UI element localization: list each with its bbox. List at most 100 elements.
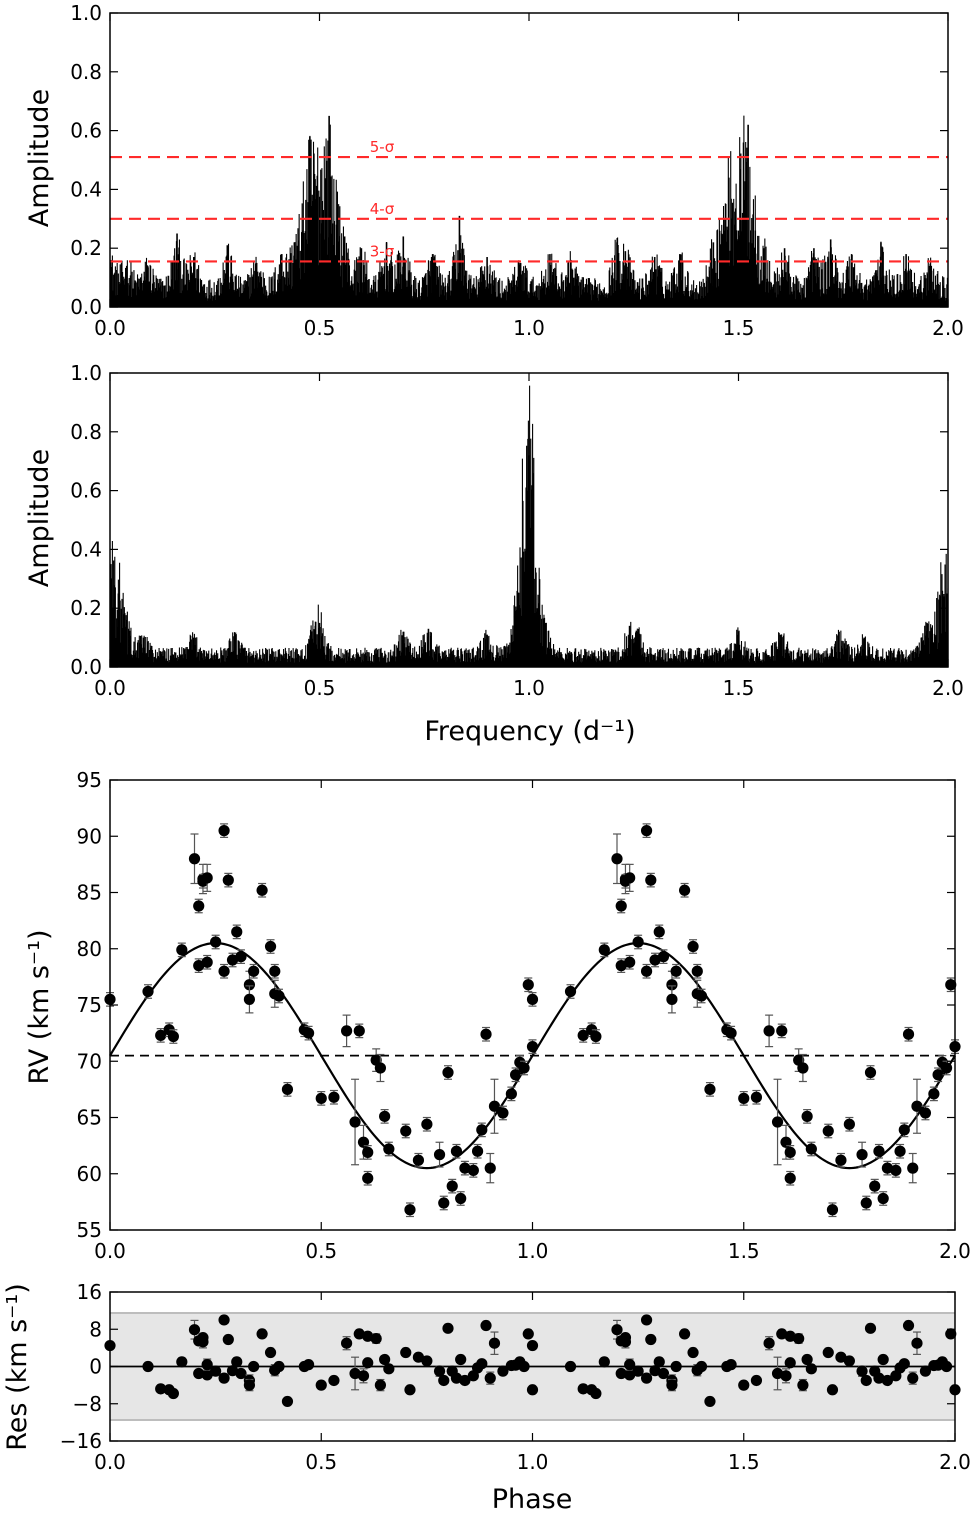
data-point — [843, 1355, 855, 1367]
data-point — [564, 1360, 577, 1373]
y-tick-label: 0.0 — [70, 655, 102, 679]
data-point — [193, 1367, 205, 1380]
data-point — [231, 926, 243, 938]
data-point — [590, 1387, 602, 1400]
data-point — [362, 1172, 374, 1184]
data-point — [624, 1369, 636, 1381]
data-point — [826, 1204, 839, 1216]
data-point — [341, 1337, 353, 1349]
data-point — [471, 1145, 484, 1157]
data-point — [328, 1091, 340, 1103]
residuals-panel: 0.0 0.5 1.0 1.5 2.0 −16 −8 0 8 16 — [60, 1280, 971, 1474]
data-point — [856, 1149, 868, 1161]
data-point — [750, 1091, 763, 1103]
x-tick-label: 0.0 — [94, 316, 126, 340]
y-tick-label: 75 — [77, 993, 102, 1017]
y-tick-label: 8 — [89, 1317, 102, 1341]
y-tick-label: 0.0 — [70, 295, 102, 319]
data-point — [864, 1322, 877, 1334]
data-point — [273, 990, 285, 1002]
data-point — [488, 1100, 501, 1112]
data-point — [940, 1360, 953, 1373]
data-point — [919, 1365, 932, 1377]
data-point — [167, 1030, 179, 1043]
data-point — [750, 1374, 763, 1387]
data-point — [919, 1107, 932, 1119]
data-point — [226, 1365, 239, 1377]
data-point — [860, 1197, 872, 1209]
data-point — [640, 1314, 653, 1326]
data-point — [476, 1124, 488, 1136]
data-point — [691, 965, 703, 977]
rv-ylabel: RV (km s⁻¹) — [24, 929, 55, 1084]
data-point — [564, 985, 577, 998]
y-tick-label: 16 — [77, 1280, 102, 1304]
data-point — [670, 965, 682, 977]
data-point — [763, 1337, 775, 1349]
data-point — [218, 965, 230, 977]
data-point — [455, 1353, 467, 1366]
periodogram-noise — [110, 115, 948, 307]
data-point — [412, 1154, 425, 1166]
x-tick-label: 1.0 — [517, 1239, 549, 1263]
y-tick-label: 85 — [77, 881, 102, 905]
data-point — [932, 1069, 944, 1081]
y-tick-label: 1.0 — [70, 1, 102, 25]
data-point — [784, 1330, 796, 1342]
data-point — [835, 1154, 847, 1166]
data-point — [256, 884, 268, 896]
data-point — [379, 1110, 391, 1122]
data-point — [433, 1365, 446, 1377]
data-point — [860, 1374, 872, 1387]
x-tick-label: 0.5 — [304, 676, 336, 700]
rv-curve-panel: 0.0 0.5 1.0 1.5 2.0 55 60 65 70 75 80 85 90 95 — [77, 768, 971, 1263]
bottom-periodogram-xlabel: Frequency (d⁻¹) — [424, 716, 635, 747]
data-point — [940, 1062, 953, 1074]
y-tick-label: 90 — [77, 824, 102, 848]
data-point — [738, 1092, 750, 1104]
x-tick-label: 1.5 — [723, 676, 755, 700]
data-point — [632, 936, 644, 948]
data-point — [793, 1332, 805, 1345]
data-point — [222, 874, 234, 886]
data-point — [877, 1353, 889, 1366]
data-point — [843, 1118, 855, 1130]
data-point — [518, 1360, 530, 1373]
x-tick-label: 1.5 — [728, 1239, 760, 1263]
data-point — [226, 954, 239, 966]
data-point — [522, 979, 534, 991]
x-tick-label: 1.5 — [728, 1450, 760, 1474]
periodogram-noise — [110, 385, 948, 667]
data-point — [881, 1374, 894, 1387]
data-point — [281, 1083, 294, 1095]
data-point — [201, 1359, 213, 1371]
data-point — [518, 1062, 530, 1074]
data-point — [400, 1125, 412, 1137]
data-point — [864, 1066, 877, 1079]
data-point — [695, 1360, 708, 1373]
data-point — [704, 1083, 716, 1095]
data-point — [155, 1383, 167, 1395]
data-point — [264, 940, 277, 953]
data-point — [679, 884, 691, 896]
data-point — [349, 1116, 361, 1128]
data-point — [476, 1358, 488, 1370]
data-point — [632, 1365, 644, 1377]
data-point — [653, 926, 665, 938]
y-tick-label: 0.2 — [70, 596, 102, 620]
data-point — [670, 1360, 682, 1373]
data-point — [725, 1359, 737, 1371]
x-tick-label: 0.5 — [305, 1450, 337, 1474]
data-point — [302, 1027, 315, 1039]
data-point — [894, 1145, 906, 1157]
data-point — [269, 965, 281, 977]
x-tick-label: 0.0 — [94, 1450, 126, 1474]
data-point — [509, 1069, 522, 1081]
data-point — [695, 990, 708, 1002]
data-point — [615, 1367, 627, 1380]
data-point — [404, 1204, 416, 1216]
y-tick-label: 1.0 — [70, 361, 102, 385]
data-point — [526, 1041, 539, 1053]
data-point — [738, 1379, 750, 1391]
data-point — [210, 936, 222, 948]
